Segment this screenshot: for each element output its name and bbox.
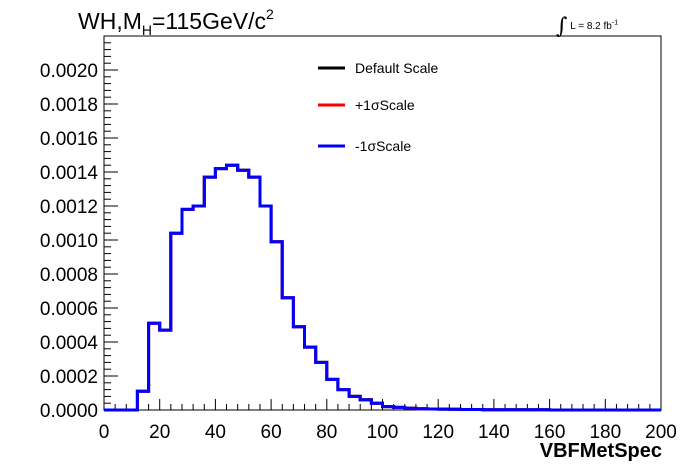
title-subscript: H bbox=[141, 22, 152, 38]
x-tick-label: 0 bbox=[99, 422, 110, 443]
x-tick-label: 60 bbox=[261, 422, 282, 443]
series-minus-1sigma bbox=[104, 163, 661, 412]
luminosity-exponent: -1 bbox=[611, 19, 619, 27]
x-tick-label: 200 bbox=[645, 422, 677, 443]
x-tick-label: 140 bbox=[478, 422, 510, 443]
title-superscript: 2 bbox=[266, 6, 274, 22]
y-tick-label: 0.0016 bbox=[40, 129, 98, 150]
legend: Default Scale +1σScale -1σScale bbox=[318, 60, 438, 154]
x-tick-label: 160 bbox=[534, 422, 566, 443]
x-tick-label: 120 bbox=[422, 422, 454, 443]
legend-entry-plus-1sigma-label: +1σScale bbox=[355, 97, 415, 113]
luminosity-label: ∫ L = 8.2 fb-1 bbox=[556, 10, 619, 39]
y-tick-label: 0.0004 bbox=[40, 333, 99, 354]
y-tick-label: 0.0000 bbox=[40, 401, 98, 422]
y-tick-label: 0.0008 bbox=[40, 265, 98, 286]
series-group bbox=[104, 163, 661, 412]
y-tick-label: 0.0020 bbox=[40, 61, 98, 82]
title-main: WH,M bbox=[78, 8, 142, 34]
x-tick-label: 80 bbox=[316, 422, 337, 443]
title-rest: =115GeV/c bbox=[152, 8, 267, 34]
y-tick-label: 0.0010 bbox=[40, 231, 98, 252]
y-tick-label: 0.0018 bbox=[40, 95, 98, 116]
luminosity-text: L = 8.2 fb bbox=[570, 21, 612, 32]
series-plus-1sigma bbox=[104, 163, 661, 412]
chart-title: WH,MH=115GeV/c2 bbox=[78, 6, 274, 38]
x-tick-label: 20 bbox=[149, 422, 170, 443]
x-tick-label: 180 bbox=[589, 422, 621, 443]
integral-symbol: ∫ bbox=[556, 14, 568, 39]
y-tick-label: 0.0002 bbox=[40, 367, 98, 388]
legend-entry-minus-1sigma-label: -1σScale bbox=[355, 138, 411, 154]
x-axis: 0 20 40 60 80 100 120 140 160 180 200 bbox=[99, 399, 677, 443]
y-tick-label: 0.0012 bbox=[40, 197, 98, 218]
x-tick-label: 100 bbox=[367, 422, 399, 443]
x-tick-label: 40 bbox=[205, 422, 226, 443]
legend-entry-default-scale-label: Default Scale bbox=[355, 60, 438, 76]
series-default-scale bbox=[104, 163, 661, 412]
y-tick-label: 0.0006 bbox=[40, 299, 98, 320]
y-axis: 0.0000 0.0002 0.0004 0.0006 0.0008 0.0010 0.00… bbox=[40, 42, 118, 422]
x-axis-label: VBFMetSpec bbox=[539, 440, 662, 462]
plot-frame bbox=[103, 35, 662, 411]
y-tick-label: 0.0014 bbox=[40, 163, 99, 184]
